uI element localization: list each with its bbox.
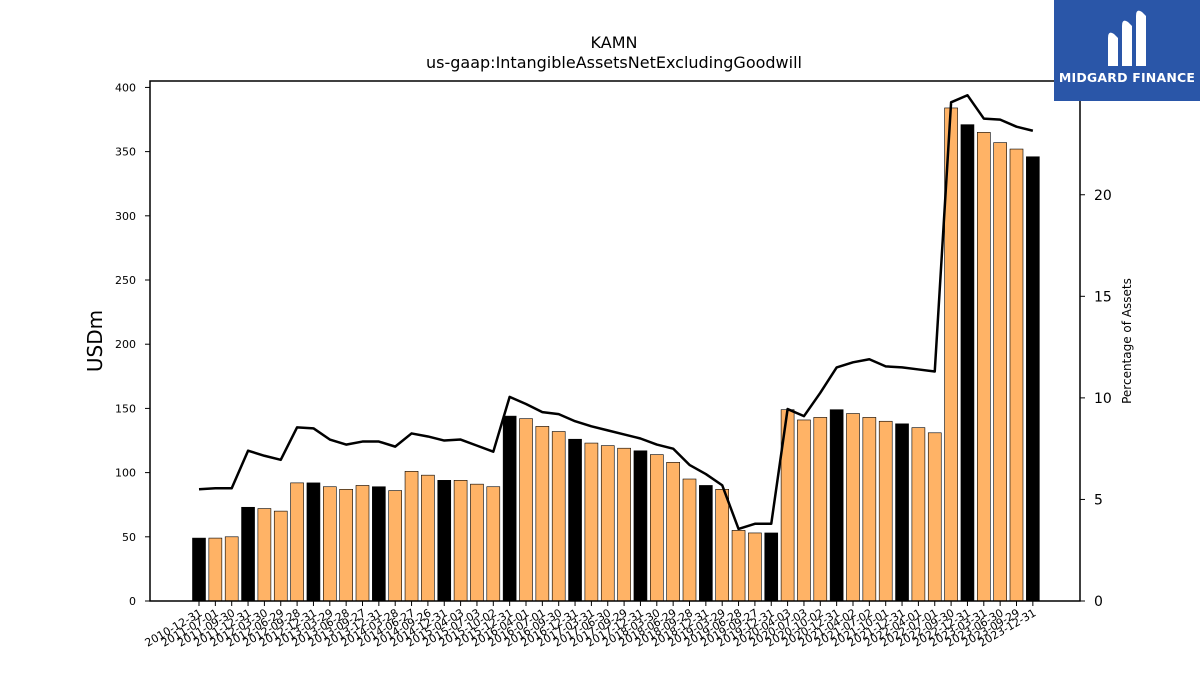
bar: [519, 418, 533, 602]
logo-mark-icon: [1108, 10, 1146, 67]
bar: [306, 482, 321, 602]
bar: [568, 438, 582, 602]
y-tick-label: 0: [129, 595, 136, 608]
bar: [404, 471, 419, 602]
bar: [437, 480, 452, 602]
bar: [993, 142, 1007, 602]
bar: [224, 536, 239, 602]
y2-tick-label: 20: [1094, 188, 1112, 204]
bar: [486, 486, 501, 602]
y2-tick-label: 5: [1094, 492, 1103, 508]
bar: [339, 488, 353, 602]
bar: [600, 445, 615, 602]
bar: [388, 490, 403, 602]
y-tick-label: 200: [115, 338, 136, 351]
bar: [927, 432, 942, 602]
bar: [453, 480, 468, 602]
y-tick-label: 150: [115, 402, 136, 415]
bar: [1009, 148, 1024, 602]
plot-frame: [149, 80, 1081, 602]
bar: [797, 419, 811, 602]
bar: [731, 530, 746, 602]
bar: [862, 417, 877, 602]
y-tick-label: 300: [115, 210, 136, 223]
bar: [715, 488, 730, 602]
y-axis-label: USDm: [83, 310, 107, 372]
bars: [192, 107, 1040, 602]
brand-logo: MIDGARD FINANCE: [1054, 0, 1200, 101]
bar: [764, 532, 779, 602]
bar: [748, 532, 762, 602]
bar: [208, 537, 223, 602]
bar: [617, 447, 631, 602]
bar: [666, 462, 680, 602]
bar: [584, 442, 599, 602]
bar: [241, 506, 255, 602]
logo-text: MIDGARD FINANCE: [1058, 70, 1196, 85]
axes: 05010015020025030035040005101520252010-1…: [115, 80, 1112, 650]
bar: [633, 450, 648, 602]
bar: [470, 483, 484, 602]
chart-title: KAMN: [591, 33, 638, 52]
y2-tick-label: 15: [1094, 289, 1112, 305]
bar: [649, 454, 664, 602]
bar: [960, 124, 975, 602]
bar: [911, 427, 926, 602]
bar: [290, 482, 304, 602]
bar: [829, 409, 844, 602]
bar: [257, 508, 272, 602]
bar: [976, 132, 991, 602]
y-tick-label: 50: [122, 531, 136, 544]
y-tick-label: 100: [115, 467, 136, 480]
bar: [813, 417, 828, 602]
bar: [192, 537, 206, 602]
y2-axis-label: Percentage of Assets: [1120, 278, 1134, 404]
bar: [421, 474, 435, 602]
bar: [355, 485, 370, 602]
bar: [502, 415, 517, 602]
y-tick-label: 350: [115, 146, 136, 159]
bar: [846, 413, 860, 602]
bar: [895, 423, 909, 602]
bar: [1026, 156, 1040, 602]
chart-subtitle: us-gaap:IntangibleAssetsNetExcludingGood…: [426, 53, 802, 72]
y-tick-label: 400: [115, 81, 136, 94]
bar: [878, 420, 893, 602]
y2-tick-label: 10: [1094, 391, 1112, 407]
bar: [551, 431, 566, 602]
bar: [682, 478, 697, 602]
y-tick-label: 250: [115, 274, 136, 287]
bar: [273, 510, 288, 602]
bar: [372, 486, 386, 602]
bar: [699, 485, 713, 602]
line-series: [198, 93, 1034, 531]
bar: [322, 486, 337, 602]
y2-tick-label: 0: [1094, 594, 1103, 610]
series-line: [198, 93, 1034, 531]
bar: [535, 426, 550, 602]
